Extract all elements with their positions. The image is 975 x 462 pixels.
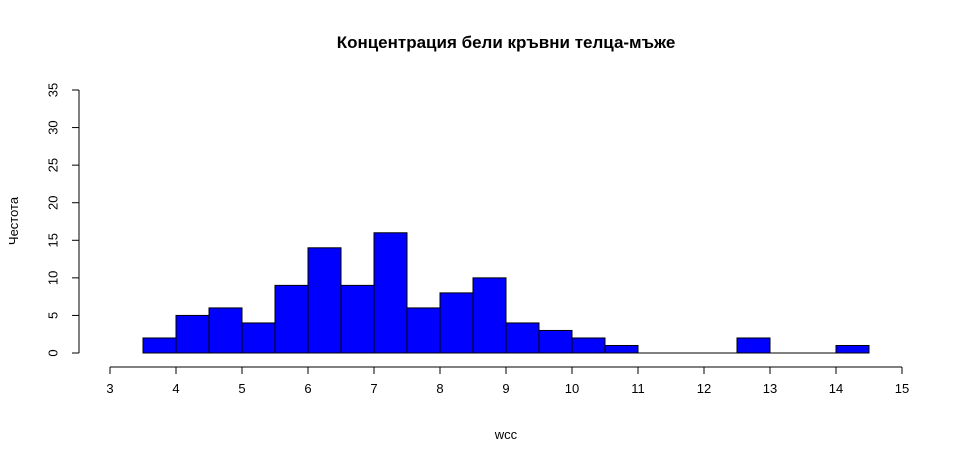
- y-tick-label: 25: [46, 158, 61, 172]
- x-tick-label: 12: [697, 381, 711, 396]
- histogram-bar: [439, 292, 474, 354]
- x-tick-label: 10: [565, 381, 579, 396]
- histogram-bar: [538, 329, 573, 354]
- y-axis: 0 5 10 15 20 25 30 35: [46, 83, 80, 357]
- y-tick-label: 0: [46, 349, 61, 356]
- histogram-bar: [835, 344, 870, 354]
- x-tick-label: 15: [895, 381, 909, 396]
- histogram-bar: [736, 337, 771, 354]
- y-tick-label: 35: [46, 83, 61, 97]
- x-tick-label: 7: [370, 381, 377, 396]
- y-tick-label: 5: [46, 312, 61, 319]
- x-tick-label: 5: [238, 381, 245, 396]
- x-axis-label: wcc: [494, 427, 518, 442]
- y-tick-label: 10: [46, 271, 61, 285]
- histogram-bar: [604, 344, 639, 354]
- x-axis: 3 4 5 6 7 8 9 10 11 12 13 14 15: [106, 366, 909, 396]
- x-tick-label: 13: [763, 381, 777, 396]
- histogram-bar: [307, 247, 342, 354]
- y-tick-label: 30: [46, 120, 61, 134]
- histogram-bar: [208, 307, 243, 354]
- histogram-bar: [571, 337, 606, 354]
- x-tick-label: 3: [106, 381, 113, 396]
- y-tick-label: 15: [46, 233, 61, 247]
- x-tick-label: 14: [829, 381, 843, 396]
- histogram-bar: [373, 232, 408, 354]
- histogram-bar: [505, 322, 540, 354]
- x-tick-label: 4: [172, 381, 179, 396]
- x-tick-label: 6: [304, 381, 311, 396]
- x-tick-label: 9: [502, 381, 509, 396]
- chart-title: Концентрация бели кръвни телца-мъже: [337, 33, 676, 52]
- histogram-bar: [175, 314, 210, 354]
- histogram-bar: [241, 322, 276, 354]
- x-tick-label: 11: [631, 381, 645, 396]
- x-tick-label: 8: [436, 381, 443, 396]
- bars-group: [142, 232, 870, 354]
- histogram-bar: [340, 284, 375, 354]
- histogram-bar: [274, 284, 309, 354]
- histogram-bar: [472, 277, 507, 354]
- histogram-bar: [406, 307, 441, 354]
- y-axis-label: Честота: [6, 196, 21, 245]
- histogram-bar: [142, 337, 177, 354]
- y-tick-label: 20: [46, 195, 61, 209]
